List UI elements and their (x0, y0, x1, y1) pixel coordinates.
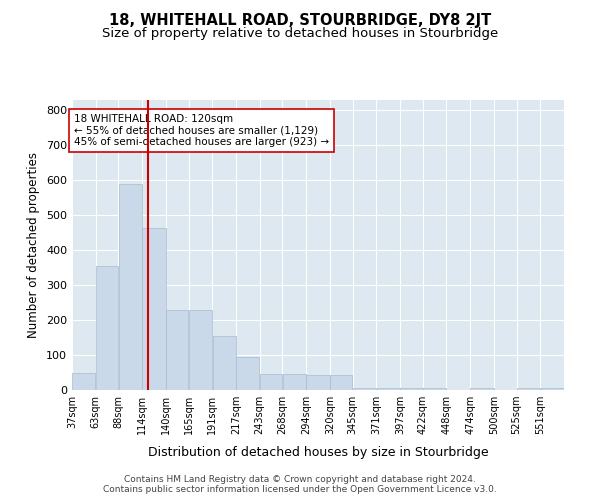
Bar (307, 376, 329, 390)
Bar (377, 388, 400, 390)
Text: 18, WHITEHALL ROAD, STOURBRIDGE, DY8 2JT: 18, WHITEHALL ROAD, STOURBRIDGE, DY8 2JT (109, 12, 491, 28)
Text: Contains HM Land Registry data © Crown copyright and database right 2024.
Contai: Contains HM Land Registry data © Crown c… (103, 474, 497, 494)
Bar (541, 388, 564, 390)
Text: Size of property relative to detached houses in Stourbridge: Size of property relative to detached ho… (102, 28, 498, 40)
Bar (189, 310, 212, 390)
Bar (423, 388, 446, 390)
Bar (72, 372, 95, 390)
Bar (260, 374, 282, 390)
Bar (470, 388, 494, 390)
Bar (142, 228, 166, 390)
Text: 18 WHITEHALL ROAD: 120sqm
← 55% of detached houses are smaller (1,129)
45% of se: 18 WHITEHALL ROAD: 120sqm ← 55% of detac… (74, 114, 329, 147)
Bar (517, 388, 540, 390)
Bar (212, 336, 236, 390)
Bar (353, 388, 376, 390)
Bar (119, 184, 142, 390)
Y-axis label: Number of detached properties: Number of detached properties (28, 152, 40, 338)
Bar (400, 388, 422, 390)
Bar (96, 266, 118, 390)
Text: Distribution of detached houses by size in Stourbridge: Distribution of detached houses by size … (148, 446, 488, 459)
Bar (236, 357, 259, 390)
Bar (166, 310, 188, 390)
Bar (283, 374, 306, 390)
Bar (330, 376, 352, 390)
